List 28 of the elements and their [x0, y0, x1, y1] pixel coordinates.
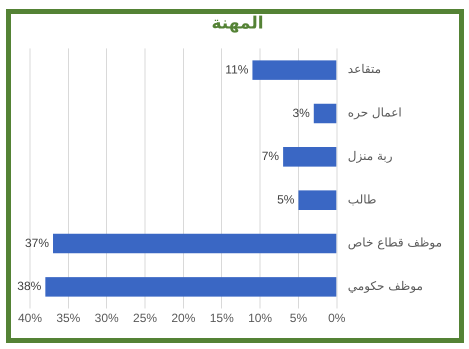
x-tick-label: 0%: [328, 311, 346, 326]
x-tick-label: 35%: [56, 311, 81, 326]
data-label: 11%: [225, 62, 249, 76]
y-tick-label: طالب: [348, 192, 376, 206]
y-tick-label: متقاعد: [348, 62, 382, 76]
x-tick-label: 30%: [94, 311, 120, 326]
bar: [45, 277, 336, 297]
y-tick-label: ربة منزل: [348, 148, 393, 163]
x-tick-label: 10%: [248, 311, 272, 326]
x-tick-label: 25%: [133, 311, 158, 326]
x-tick-label: 20%: [171, 311, 196, 326]
bar: [53, 234, 336, 254]
x-tick-label: 15%: [210, 311, 234, 326]
y-tick-label: موظف حكومي: [348, 279, 423, 294]
bar: [252, 60, 336, 80]
data-label: 7%: [262, 149, 280, 164]
bar: [298, 190, 336, 210]
data-label: 37%: [24, 236, 50, 250]
y-tick-label: اعمال حره: [348, 106, 402, 120]
data-label: 38%: [17, 279, 42, 294]
x-tick-label: 5%: [290, 311, 308, 326]
data-label: 5%: [277, 192, 295, 206]
chart-title: المهنة: [211, 14, 264, 34]
data-label: 3%: [292, 106, 310, 120]
bar: [314, 104, 336, 124]
y-tick-label: موظف قطاع خاص: [348, 236, 442, 250]
bar: [283, 147, 336, 167]
x-tick-label: 40%: [18, 311, 42, 326]
